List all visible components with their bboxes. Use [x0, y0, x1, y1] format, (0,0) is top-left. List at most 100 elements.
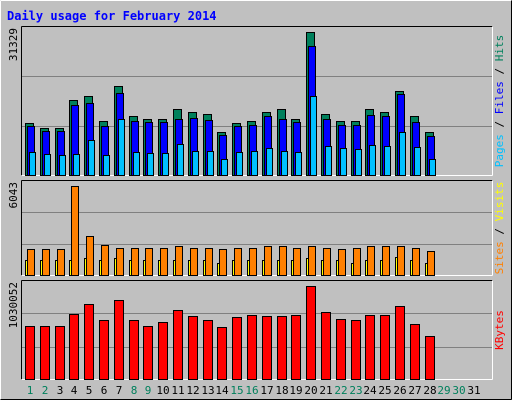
- x-tick-label: 12: [186, 384, 199, 397]
- bar-pages: [266, 148, 273, 176]
- x-tick-label: 3: [57, 384, 64, 397]
- x-tick-label: 29: [437, 384, 450, 397]
- bar-sites: [27, 249, 35, 276]
- series-sites: [27, 186, 435, 276]
- bar-kbytes: [232, 317, 242, 380]
- x-tick-label: 19: [289, 384, 302, 397]
- chart-title: Daily usage for February 2014: [7, 9, 217, 23]
- series-legend: Sites / Visits: [493, 182, 506, 275]
- bar-pages: [429, 159, 436, 176]
- x-tick-label: 8: [131, 384, 138, 397]
- bar-sites: [293, 248, 301, 276]
- x-tick-label: 22: [334, 384, 347, 397]
- x-tick-label: 31: [467, 384, 480, 397]
- bar-kbytes: [99, 320, 109, 380]
- series-pages: [29, 96, 436, 176]
- bar-sites: [160, 248, 168, 276]
- bar-kbytes: [40, 326, 50, 380]
- bar-pages: [251, 151, 258, 176]
- series-kbytes: [25, 286, 435, 380]
- legend-entry: KBytes: [493, 310, 506, 350]
- x-tick-label: 6: [101, 384, 108, 397]
- bar-pages: [399, 132, 406, 176]
- legend-entry: Sites: [493, 241, 506, 274]
- x-tick-label: 4: [71, 384, 78, 397]
- bar-pages: [221, 159, 228, 176]
- bar-kbytes: [55, 326, 65, 380]
- x-tick-label: 13: [201, 384, 214, 397]
- bar-kbytes: [25, 326, 35, 380]
- bar-pages: [177, 144, 184, 176]
- y-axis-max-label: 6043: [7, 182, 20, 209]
- bar-sites: [101, 245, 109, 276]
- x-tick-label: 18: [275, 384, 288, 397]
- x-tick-label: 15: [230, 384, 243, 397]
- bar-sites: [71, 186, 79, 276]
- x-tick-label: 2: [42, 384, 49, 397]
- bar-sites: [219, 249, 227, 276]
- bar-pages: [73, 154, 80, 176]
- bar-pages: [384, 146, 391, 176]
- bar-sites: [367, 246, 375, 276]
- bar-pages: [29, 152, 36, 176]
- x-tick-label: 16: [245, 384, 258, 397]
- bar-kbytes: [173, 310, 183, 380]
- x-tick-label: 25: [378, 384, 391, 397]
- bar-pages: [310, 96, 317, 176]
- bar-sites: [42, 249, 50, 276]
- bar-kbytes: [395, 306, 405, 380]
- bar-sites: [308, 246, 316, 276]
- bar-pages: [147, 153, 154, 176]
- bar-pages: [162, 153, 169, 176]
- bar-sites: [116, 248, 124, 276]
- bar-pages: [103, 155, 110, 176]
- bar-sites: [205, 248, 213, 276]
- y-axis-max-label: 31329: [7, 28, 20, 61]
- bar-kbytes: [69, 314, 79, 380]
- series-legend: Pages / Files / Hits: [493, 35, 506, 168]
- x-tick-label: 30: [452, 384, 465, 397]
- x-tick-label: 17: [260, 384, 273, 397]
- bar-kbytes: [129, 320, 139, 380]
- bar-pages: [59, 155, 66, 176]
- series-legend: KBytes: [493, 310, 506, 350]
- bar-sites: [131, 248, 139, 276]
- hits-panel: 31329 Pages / Files / Hits: [7, 26, 506, 176]
- bar-sites: [412, 248, 420, 276]
- kbytes-panel: 1030052 KBytes: [7, 280, 506, 380]
- bar-kbytes: [410, 324, 420, 380]
- bar-pages: [340, 148, 347, 176]
- bar-kbytes: [425, 336, 435, 380]
- bar-sites: [249, 248, 257, 276]
- bar-pages: [192, 151, 199, 176]
- x-tick-label: 7: [116, 384, 123, 397]
- bar-pages: [133, 152, 140, 176]
- bar-kbytes: [351, 320, 361, 380]
- bar-sites: [234, 248, 242, 276]
- legend-entry: Files: [493, 81, 506, 114]
- visits-panel: 6043 Sites / Visits: [7, 180, 506, 276]
- bar-sites: [190, 248, 198, 276]
- bar-pages: [88, 140, 95, 176]
- bar-pages: [295, 152, 302, 176]
- x-tick-label: 10: [156, 384, 169, 397]
- x-axis: 1 2 3 4 5 6 7 8 9 10 11 12 13 14 15 16 17 18 19 20 21 22 23 24 2…: [27, 384, 481, 397]
- bar-pages: [369, 145, 376, 176]
- x-tick-label: 11: [171, 384, 184, 397]
- bar-pages: [236, 152, 243, 176]
- bar-pages: [414, 147, 421, 176]
- y-axis-max-label: 1030052: [7, 282, 20, 328]
- legend-entry: Visits: [493, 182, 506, 222]
- bar-sites: [353, 248, 361, 276]
- bar-sites: [279, 246, 287, 276]
- bar-sites: [397, 246, 405, 276]
- bar-kbytes: [291, 315, 301, 380]
- bar-kbytes: [247, 315, 257, 380]
- bar-kbytes: [217, 327, 227, 380]
- x-tick-label: 21: [319, 384, 332, 397]
- bar-pages: [44, 154, 51, 176]
- bar-kbytes: [188, 316, 198, 380]
- bar-kbytes: [143, 326, 153, 380]
- bar-sites: [264, 246, 272, 276]
